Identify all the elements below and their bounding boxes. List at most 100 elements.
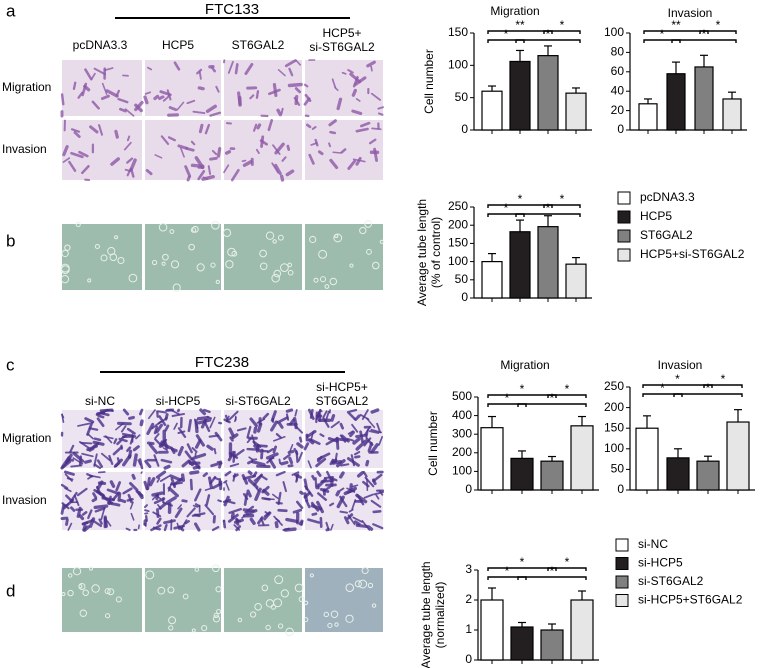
cell xyxy=(267,119,274,132)
cell xyxy=(205,494,211,506)
cell xyxy=(84,417,95,424)
cell xyxy=(296,442,304,449)
cell xyxy=(109,480,116,488)
cell xyxy=(276,108,283,117)
cell xyxy=(110,157,120,166)
significance-bracket xyxy=(699,30,737,34)
cell xyxy=(130,167,135,178)
cell xyxy=(202,472,208,478)
cell xyxy=(160,135,170,146)
cell xyxy=(96,480,104,490)
cell xyxy=(224,470,232,477)
cell xyxy=(184,450,193,461)
cell xyxy=(251,460,266,467)
cell xyxy=(135,434,141,440)
bar xyxy=(510,457,534,491)
cell xyxy=(319,433,325,438)
tube-cell xyxy=(194,567,200,572)
tube-cell xyxy=(94,243,100,250)
cell xyxy=(232,448,245,459)
tube-cell xyxy=(201,625,208,632)
cell xyxy=(194,156,205,170)
cell xyxy=(283,453,291,461)
cell xyxy=(223,479,228,484)
cell xyxy=(260,475,268,481)
cell xyxy=(190,457,201,470)
tube-cell xyxy=(162,253,169,261)
tube-image xyxy=(224,568,302,632)
cell xyxy=(113,462,120,468)
cell xyxy=(169,409,181,416)
cell xyxy=(284,59,297,68)
cell xyxy=(98,124,104,136)
legend-label: si-HCP5 xyxy=(638,556,683,570)
y-tick-label: 0 xyxy=(465,652,472,666)
cell xyxy=(122,454,132,467)
y-tick-label: 80 xyxy=(611,45,625,59)
cell xyxy=(72,451,85,463)
cell xyxy=(96,459,104,468)
cell xyxy=(106,520,112,527)
significance-label: * xyxy=(560,192,565,206)
cell xyxy=(143,95,149,105)
panel-label: a xyxy=(6,1,16,20)
cell xyxy=(275,501,283,505)
y-axis-label-line: Cell number xyxy=(426,411,440,476)
column-label: si-ST6GAL2 xyxy=(225,394,291,408)
cell xyxy=(224,414,230,423)
tube-cell xyxy=(279,263,289,273)
cell xyxy=(160,442,172,450)
cell xyxy=(146,441,155,445)
y-tick-label: 250 xyxy=(604,379,624,393)
cell xyxy=(170,446,176,454)
row-label: Invasion xyxy=(2,142,47,156)
significance-label: * xyxy=(505,564,510,578)
cell xyxy=(77,422,91,427)
column-label: ST6GAL2 xyxy=(232,38,285,52)
cell xyxy=(153,425,159,435)
cell xyxy=(87,433,94,440)
tube-cell xyxy=(323,611,329,618)
cell xyxy=(339,487,345,492)
cell xyxy=(348,508,354,513)
cell xyxy=(355,493,368,504)
cell xyxy=(347,69,354,74)
cell xyxy=(189,470,200,475)
cell xyxy=(184,165,192,178)
cell xyxy=(363,493,374,499)
tube-cell xyxy=(265,624,271,631)
cell xyxy=(273,436,286,442)
cell xyxy=(91,497,98,503)
cell xyxy=(247,459,254,465)
cell xyxy=(339,422,345,430)
bar xyxy=(565,263,587,299)
significance-label: * xyxy=(504,201,509,215)
tube-cell xyxy=(169,229,175,234)
group-title: FTC238 xyxy=(195,354,249,371)
y-tick-label: 40 xyxy=(611,83,625,97)
tube-cell xyxy=(303,600,309,606)
cell xyxy=(330,414,336,422)
tube-cell xyxy=(115,596,122,603)
y-tick-label: 400 xyxy=(452,408,472,422)
tube-cell xyxy=(191,628,196,633)
tube-cell xyxy=(364,220,372,228)
cell xyxy=(275,470,286,477)
cell xyxy=(346,457,360,467)
cell xyxy=(370,65,373,72)
cell xyxy=(272,493,279,500)
cell xyxy=(214,431,223,442)
cell xyxy=(285,169,295,177)
cell xyxy=(256,418,266,424)
cell xyxy=(261,485,270,494)
tube-cell xyxy=(172,283,181,292)
cell xyxy=(273,515,283,526)
tube-cell xyxy=(324,284,330,289)
y-tick-label: 200 xyxy=(452,445,472,459)
cell xyxy=(187,460,194,467)
cell xyxy=(143,480,149,491)
cell xyxy=(349,72,362,84)
significance-bracket xyxy=(642,393,683,397)
cell xyxy=(249,517,256,525)
cell xyxy=(340,148,347,154)
